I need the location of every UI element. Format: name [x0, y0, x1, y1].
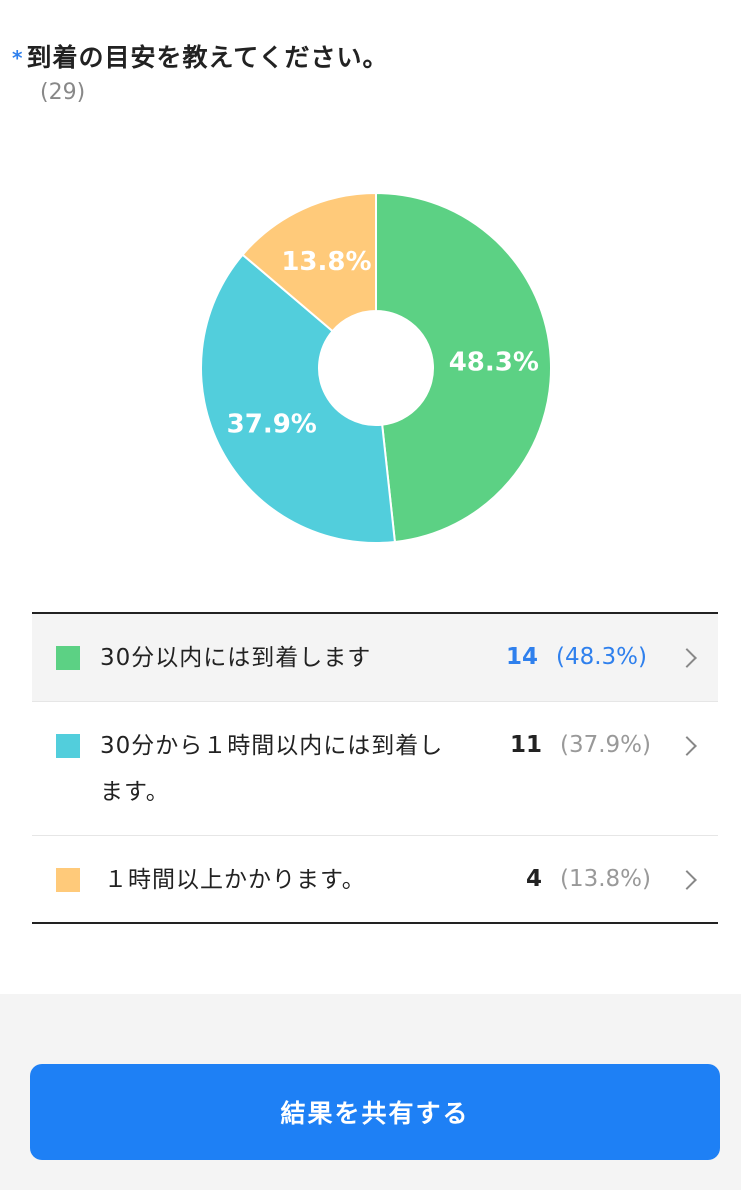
pie-slice-label-2: 13.8%: [281, 247, 371, 277]
question-title: 到着の目安を教えてください。: [26, 43, 389, 72]
chevron-right-icon[interactable]: [677, 736, 697, 756]
legend-swatch-green: [56, 646, 80, 670]
result-count: 4: [525, 866, 542, 892]
required-mark: *: [12, 46, 23, 70]
result-label-line1: 30分から１時間以内には到着し: [100, 733, 444, 759]
pie-slice-1: [200, 253, 397, 544]
result-label-line1: １時間以上かかります。: [104, 867, 366, 893]
result-row-1[interactable]: 30分から１時間以内には到着し ます。 11 (37.9%): [32, 702, 718, 836]
donut-chart: 48.3% 37.9% 13.8%: [200, 191, 552, 544]
pie-slice-label-1: 37.9%: [227, 409, 317, 439]
legend-swatch-orange: [56, 868, 80, 892]
result-label: 30分以内には到着します: [100, 635, 480, 681]
chevron-right-icon[interactable]: [677, 870, 697, 890]
footer-bar: 結果を共有する: [0, 994, 741, 1190]
result-count: 14: [505, 644, 538, 670]
pie-slice-2: [241, 191, 377, 333]
result-row-0[interactable]: 30分以内には到着します 14 (48.3%): [32, 614, 718, 702]
result-row-2[interactable]: １時間以上かかります。 4 (13.8%): [32, 836, 718, 922]
result-label: 30分から１時間以内には到着し ます。: [100, 723, 480, 815]
share-results-button[interactable]: 結果を共有する: [30, 1064, 720, 1160]
result-percent: (48.3%): [556, 644, 648, 670]
result-percent: (37.9%): [560, 732, 652, 758]
question-header: * 到着の目安を教えてください。: [12, 38, 388, 74]
pie-slice-0: [375, 191, 552, 544]
legend-swatch-cyan: [56, 734, 80, 758]
result-percent: (13.8%): [560, 866, 652, 892]
result-label: １時間以上かかります。: [104, 857, 484, 903]
results-table: 30分以内には到着します 14 (48.3%) 30分から１時間以内には到着し …: [32, 612, 718, 924]
response-count: (29): [40, 80, 86, 105]
chevron-right-icon[interactable]: [677, 648, 697, 668]
result-label-line1: 30分以内には到着します: [100, 645, 372, 671]
pie-slice-label-0: 48.3%: [449, 348, 539, 378]
result-label-line2: ます。: [100, 779, 170, 805]
result-count: 11: [509, 732, 542, 758]
